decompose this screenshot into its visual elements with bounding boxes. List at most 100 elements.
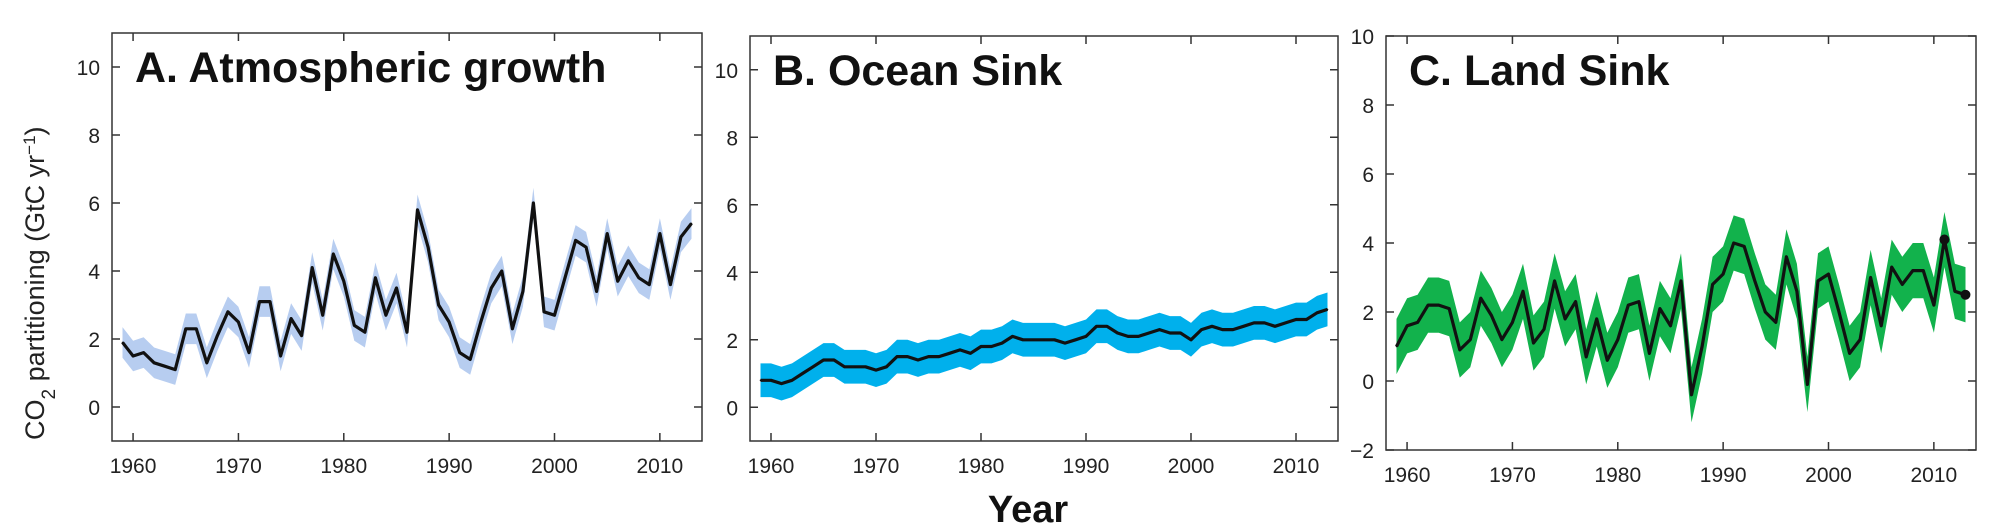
data-point (1116, 332, 1119, 334)
data-point (1395, 345, 1398, 348)
data-point (1137, 335, 1140, 338)
x-axis-label: Year (988, 489, 1069, 530)
x-tick-label: 1990 (426, 455, 473, 478)
data-point (1680, 280, 1682, 282)
data-point (1127, 335, 1129, 338)
data-point (216, 334, 219, 337)
data-point (606, 232, 608, 235)
y-axis-label-main: CO (20, 400, 50, 441)
data-point (1001, 342, 1003, 344)
data-point (490, 287, 493, 289)
data-point (1011, 335, 1014, 338)
y-axis-label-superscript: −1 (20, 135, 39, 154)
data-point (822, 359, 825, 361)
data-point (770, 379, 772, 382)
data-point (669, 283, 672, 286)
x-tick-label: 2000 (1168, 455, 1215, 478)
data-point (1954, 290, 1956, 293)
data-point (1106, 325, 1108, 328)
y-tick-label: 2 (726, 330, 738, 353)
data-point (574, 239, 577, 242)
data-point (833, 359, 835, 361)
data-point (759, 379, 762, 382)
data-point (1490, 314, 1493, 317)
data-point (1796, 290, 1798, 293)
data-point (585, 246, 587, 248)
data-point (1701, 345, 1703, 348)
data-point (896, 355, 898, 358)
y-tick-label: 8 (1362, 95, 1374, 118)
data-point (206, 362, 208, 364)
data-point (638, 277, 640, 279)
y-axis-label-subscript: 2 (39, 389, 60, 400)
data-point (1295, 318, 1297, 321)
data-point (1638, 300, 1640, 303)
data-point (1838, 311, 1840, 313)
y-tick-label: 8 (726, 127, 738, 150)
data-point (1190, 339, 1192, 341)
data-point (1469, 338, 1472, 341)
data-point (948, 352, 951, 355)
data-point (854, 366, 856, 368)
data-point (121, 341, 124, 344)
y-tick-label: 2 (88, 329, 100, 352)
data-point (427, 246, 429, 248)
data-point (1179, 332, 1182, 334)
data-point (321, 314, 324, 317)
data-point (648, 283, 651, 286)
y-tick-label: 6 (726, 195, 738, 218)
y-tick-label: 10 (715, 60, 738, 83)
data-point (1806, 383, 1809, 386)
data-point (1326, 308, 1329, 311)
data-point (980, 345, 982, 348)
data-point (343, 280, 345, 283)
data-point (801, 372, 804, 375)
y-tick-label: 8 (88, 125, 100, 148)
y-tick-label: −2 (1350, 440, 1374, 463)
x-tick-label: 1980 (958, 455, 1005, 478)
data-point (300, 334, 303, 337)
data-point (458, 351, 461, 354)
data-point (1511, 321, 1514, 324)
data-point (480, 321, 482, 323)
data-point (1595, 318, 1598, 320)
endpoint-marker (1939, 234, 1950, 245)
data-point (680, 236, 682, 238)
data-point (1448, 307, 1450, 310)
x-tick-label: 1970 (1489, 464, 1536, 487)
plot-frame (1385, 35, 1977, 451)
data-point (1305, 318, 1308, 321)
data-point (1316, 312, 1318, 314)
data-point (385, 314, 387, 317)
data-point (1869, 276, 1872, 279)
data-point (501, 270, 503, 272)
plot-frame (749, 35, 1339, 442)
y-tick-label: 0 (88, 397, 100, 420)
data-point (1095, 325, 1098, 328)
y-axis-label-unit: partitioning (GtC yr (20, 155, 50, 389)
data-point (1627, 304, 1630, 306)
data-point (875, 369, 877, 371)
y-tick-label: 6 (88, 193, 100, 216)
data-point (885, 366, 888, 368)
data-point (1085, 335, 1087, 338)
data-point (248, 351, 250, 354)
plot-frame (111, 32, 703, 442)
data-point (1617, 338, 1619, 341)
endpoint-marker (1960, 289, 1971, 300)
data-point (1564, 318, 1566, 320)
x-tick-label: 1970 (853, 455, 900, 478)
y-tick-label: 10 (1351, 26, 1374, 49)
data-point (1648, 352, 1651, 355)
data-point (395, 287, 398, 289)
data-point (627, 260, 630, 262)
data-point (959, 349, 961, 351)
data-point (864, 366, 867, 368)
data-point (1922, 269, 1925, 272)
data-point (1522, 290, 1524, 293)
x-tick-label: 1960 (110, 455, 157, 478)
x-tick-label: 1990 (1700, 464, 1747, 487)
data-point (1690, 394, 1693, 396)
